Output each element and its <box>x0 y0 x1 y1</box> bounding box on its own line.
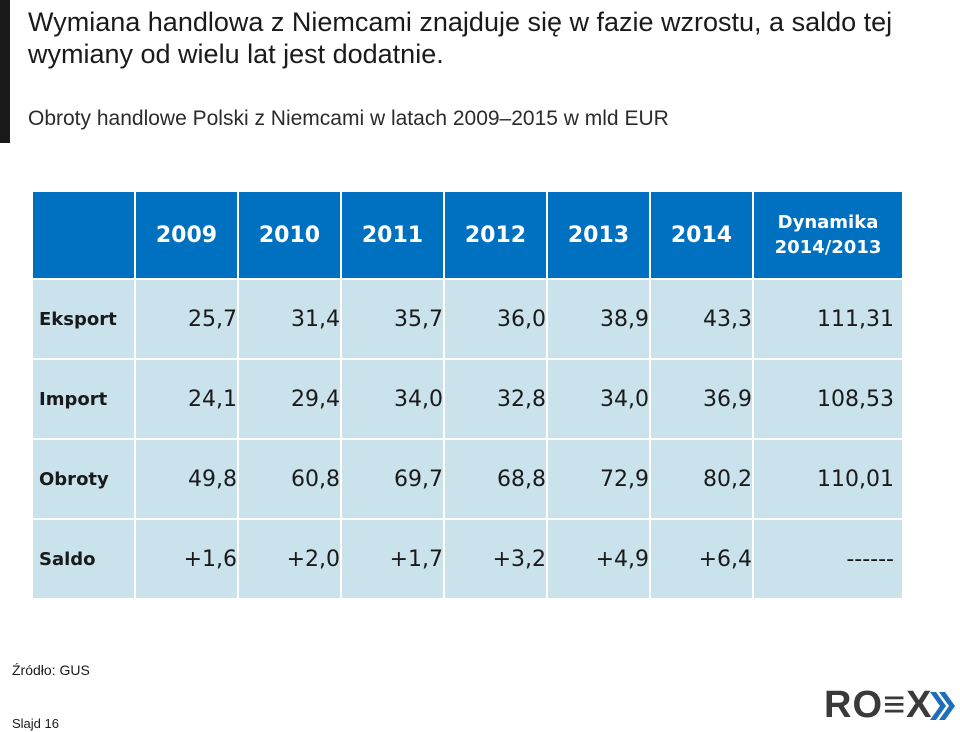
table-cell: 35,7 <box>340 278 445 360</box>
header-year-2010: 2010 <box>237 190 342 280</box>
table-cell-dynamics: 108,53 <box>752 358 904 440</box>
table-cell: 38,9 <box>546 278 651 360</box>
table-cell: 25,7 <box>134 278 239 360</box>
table-cell: 34,0 <box>340 358 445 440</box>
table-cell: 36,9 <box>649 358 754 440</box>
table-cell: 24,1 <box>134 358 239 440</box>
slide-title: Wymiana handlowa z Niemcami znajduje się… <box>28 7 893 69</box>
row-label: Saldo <box>31 518 136 600</box>
table-row-saldo: Saldo +1,6 +2,0 +1,7 +3,2 +4,9 +6,4 ----… <box>31 518 904 600</box>
table-cell: +2,0 <box>237 518 342 600</box>
table-cell: 69,7 <box>340 438 445 520</box>
table-cell: +1,6 <box>134 518 239 600</box>
table-cell: 72,9 <box>546 438 651 520</box>
table-cell-dynamics: 111,31 <box>752 278 904 360</box>
header-dynamics-line1: Dynamika <box>777 212 879 233</box>
table-cell: 29,4 <box>237 358 342 440</box>
table-row-import: Import 24,1 29,4 34,0 32,8 34,0 36,9 108… <box>31 358 904 440</box>
table-header-row: 2009 2010 2011 2012 2013 2014 Dynamika 2… <box>31 190 904 280</box>
header-dynamics-line2: 2014/2013 <box>774 237 882 258</box>
trade-table: 2009 2010 2011 2012 2013 2014 Dynamika 2… <box>31 190 904 600</box>
table-cell: 31,4 <box>237 278 342 360</box>
table-cell: 60,8 <box>237 438 342 520</box>
header-year-2009: 2009 <box>134 190 239 280</box>
table-cell: 49,8 <box>134 438 239 520</box>
table-row-eksport: Eksport 25,7 31,4 35,7 36,0 38,9 43,3 11… <box>31 278 904 360</box>
table-cell: 43,3 <box>649 278 754 360</box>
table-caption: Obroty handlowe Polski z Niemcami w lata… <box>28 107 669 130</box>
source-note: Źródło: GUS <box>12 662 90 678</box>
row-label: Import <box>31 358 136 440</box>
header-corner-cell <box>31 190 136 280</box>
table-cell: 34,0 <box>546 358 651 440</box>
table-cell: +4,9 <box>546 518 651 600</box>
table-cell: +6,4 <box>649 518 754 600</box>
table-cell: +3,2 <box>443 518 548 600</box>
header-year-2011: 2011 <box>340 190 445 280</box>
row-label: Eksport <box>31 278 136 360</box>
table-cell: 80,2 <box>649 438 754 520</box>
slide-number: Slajd 16 <box>12 716 59 731</box>
table-cell-dynamics: ------ <box>752 518 904 600</box>
table-cell: 68,8 <box>443 438 548 520</box>
chevron-right-icon <box>930 692 955 720</box>
table-cell: 36,0 <box>443 278 548 360</box>
header-year-2014: 2014 <box>649 190 754 280</box>
table-cell-dynamics: 110,01 <box>752 438 904 520</box>
header-year-2013: 2013 <box>546 190 651 280</box>
roex-logo: RO≡X <box>824 684 933 726</box>
table-row-obroty: Obroty 49,8 60,8 69,7 68,8 72,9 80,2 110… <box>31 438 904 520</box>
header-dynamics: Dynamika 2014/2013 <box>752 190 904 280</box>
table-cell: +1,7 <box>340 518 445 600</box>
table-cell: 32,8 <box>443 358 548 440</box>
header-year-2012: 2012 <box>443 190 548 280</box>
row-label: Obroty <box>31 438 136 520</box>
title-accent-bar <box>0 0 10 143</box>
